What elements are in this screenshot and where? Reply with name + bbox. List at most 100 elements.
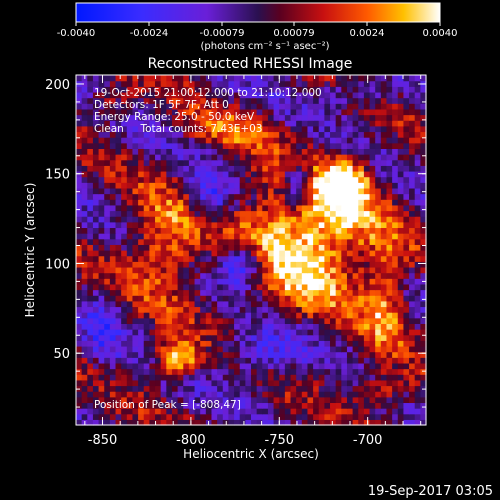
- heatmap-cell: [183, 334, 190, 341]
- heatmap-cell: [109, 131, 117, 138]
- heatmap-cell: [211, 80, 218, 87]
- heatmap-cell: [341, 306, 348, 313]
- heatmap-cell: [138, 374, 145, 381]
- heatmap-cell: [76, 97, 83, 104]
- heatmap-cell: [76, 125, 83, 133]
- heatmap-cell: [403, 103, 410, 110]
- heatmap-cell: [177, 402, 184, 409]
- heatmap-cell: [318, 108, 325, 116]
- heatmap-cell: [160, 357, 167, 364]
- heatmap-cell: [183, 114, 190, 121]
- heatmap-cell: [279, 227, 286, 234]
- heatmap-cell: [228, 199, 235, 206]
- heatmap-cell: [262, 312, 269, 319]
- heatmap-cell: [251, 261, 258, 268]
- heatmap-cell: [160, 300, 167, 308]
- heatmap-cell: [313, 170, 320, 178]
- heatmap-cell: [380, 357, 388, 364]
- heatmap-cell: [375, 125, 382, 133]
- heatmap-cell: [414, 385, 421, 392]
- heatmap-cell: [307, 329, 314, 336]
- heatmap-cell: [211, 413, 218, 420]
- heatmap-cell: [369, 114, 376, 121]
- heatmap-cell: [346, 272, 354, 279]
- heatmap-cell: [318, 165, 325, 172]
- heatmap-cell: [352, 351, 359, 358]
- heatmap-cell: [358, 97, 365, 104]
- heatmap-cell: [138, 199, 145, 206]
- heatmap-cell: [211, 329, 218, 336]
- heatmap-cell: [132, 159, 139, 166]
- heatmap-cell: [267, 154, 275, 161]
- heatmap-cell: [217, 176, 224, 183]
- heatmap-cell: [251, 75, 258, 82]
- heatmap-cell: [369, 204, 376, 212]
- heatmap-cell: [313, 154, 320, 161]
- heatmap-cell: [98, 317, 105, 324]
- heatmap-cell: [177, 80, 184, 87]
- heatmap-cell: [341, 120, 348, 127]
- heatmap-cell: [171, 261, 179, 268]
- heatmap-cell: [143, 261, 150, 268]
- heatmap-cell: [155, 362, 162, 370]
- heatmap-cell: [301, 187, 309, 195]
- heatmap-cell: [200, 255, 207, 262]
- heatmap-cell: [126, 250, 134, 257]
- heatmap-cell: [222, 103, 230, 110]
- heatmap-cell: [301, 396, 309, 404]
- heatmap-cell: [205, 261, 213, 268]
- heatmap-cell: [375, 283, 382, 291]
- heatmap-cell: [245, 362, 252, 370]
- heatmap-cell: [335, 272, 342, 279]
- heatmap-cell: [290, 187, 297, 195]
- heatmap-cell: [160, 187, 167, 195]
- heatmap-cell: [369, 379, 376, 387]
- heatmap-cell: [222, 351, 230, 358]
- heatmap-cell: [115, 159, 122, 166]
- heatmap-cell: [76, 374, 83, 381]
- heatmap-cell: [267, 351, 275, 358]
- heatmap-cell: [290, 368, 297, 375]
- heatmap-cell: [403, 283, 410, 291]
- heatmap-cell: [262, 204, 269, 212]
- heatmap-cell: [188, 233, 196, 240]
- heatmap-cell: [149, 340, 156, 347]
- heatmap-cell: [171, 413, 179, 420]
- heatmap-cell: [194, 374, 201, 381]
- heatmap-cell: [420, 244, 427, 251]
- heatmap-cell: [262, 176, 269, 183]
- heatmap-cell: [330, 176, 337, 183]
- heatmap-cell: [188, 103, 196, 110]
- heatmap-cell: [409, 396, 416, 404]
- heatmap-cell: [330, 413, 337, 420]
- heatmap-cell: [346, 396, 354, 404]
- heatmap-cell: [307, 362, 314, 370]
- heatmap-cell: [363, 419, 371, 426]
- heatmap-cell: [160, 329, 167, 336]
- heatmap-cell: [375, 419, 382, 426]
- heatmap-cell: [346, 142, 354, 149]
- heatmap-cell: [369, 266, 376, 274]
- heatmap-cell: [239, 351, 246, 358]
- heatmap-cell: [324, 120, 331, 127]
- heatmap-cell: [245, 182, 252, 189]
- heatmap-cell: [307, 266, 314, 274]
- x-axis-label: Heliocentric X (arcsec): [183, 447, 319, 461]
- heatmap-cell: [177, 374, 184, 381]
- heatmap-cell: [358, 227, 365, 234]
- heatmap-cell: [98, 114, 105, 121]
- heatmap-cell: [194, 238, 201, 245]
- heatmap-cell: [217, 278, 224, 285]
- heatmap-cell: [92, 289, 100, 296]
- heatmap-cell: [166, 165, 173, 172]
- heatmap-cell: [386, 108, 393, 116]
- heatmap-cell: [341, 187, 348, 195]
- heatmap-cell: [307, 351, 314, 358]
- heatmap-cell: [307, 75, 314, 82]
- heatmap-cell: [313, 419, 320, 426]
- heatmap-cell: [188, 187, 196, 195]
- heatmap-cell: [188, 379, 196, 387]
- heatmap-cell: [273, 238, 280, 245]
- heatmap-cell: [109, 374, 117, 381]
- heatmap-cell: [352, 159, 359, 166]
